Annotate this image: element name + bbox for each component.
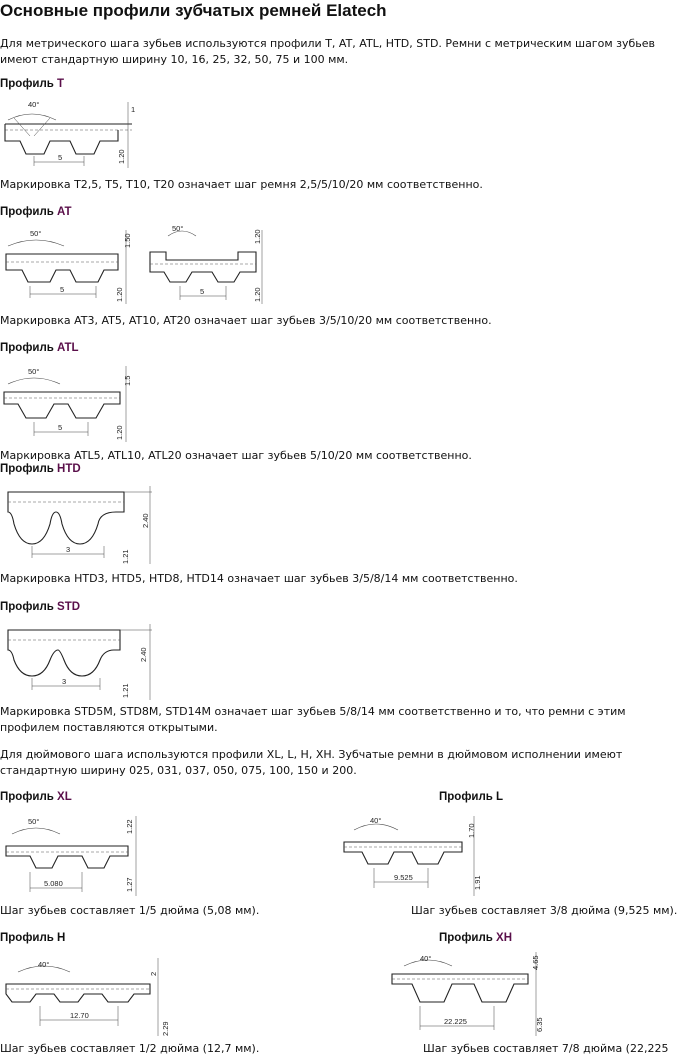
at-b-angle-label: 50°: [172, 224, 183, 233]
profile-at-title: Профиль AT: [0, 206, 72, 218]
at-a-angle-label: 50°: [30, 229, 41, 238]
t-h1-label: 1: [131, 105, 135, 114]
profile-at-caption: Маркировка AT3, AT5, AT10, AT20 означает…: [0, 314, 492, 327]
profile-htd-title: Профиль HTD: [0, 463, 81, 475]
atl-h2-label: 1.20: [115, 425, 124, 440]
xh-angle-label: 40°: [420, 954, 431, 963]
h-h2-label: 2.29: [161, 1021, 170, 1036]
xh-h2-label: 6.35: [535, 1017, 544, 1032]
profile-h-diagram: 40° 12.70 2 2.29: [5, 958, 170, 1036]
at-a-pitch-label: 5: [60, 285, 64, 294]
profile-std-title: Профиль STD: [0, 601, 81, 613]
htd-pitch-label: 3: [66, 545, 70, 554]
intro-metric-text: Для метрического шага зубьев используютс…: [0, 37, 655, 66]
xl-h1-label: 1.22: [125, 819, 134, 834]
at-b-h2-label: 1.20: [253, 287, 262, 302]
h-pitch-label: 12.70: [70, 1011, 89, 1020]
xl-pitch-label: 5.080: [44, 879, 63, 888]
profile-xl-caption: Шаг зубьев составляет 1/5 дюйма (5,08 мм…: [0, 904, 260, 917]
l-h1-label: 1.70: [467, 823, 476, 838]
t-pitch-label: 5: [58, 153, 62, 162]
profile-std-diagram: 3 2.40 1.21: [7, 624, 152, 700]
profile-xh-caption: Шаг зубьев составляет 7/8 дюйма (22,225: [423, 1042, 669, 1055]
profile-atl-title: Профиль ATL: [0, 342, 79, 354]
l-angle-label: 40°: [370, 816, 381, 825]
intro-inch-text: Для дюймового шага используются профили …: [0, 748, 623, 777]
profile-t-diagram: 40° 5 1 1.20: [4, 100, 135, 168]
xl-angle-label: 50°: [28, 817, 39, 826]
atl-angle-label: 50°: [28, 367, 39, 376]
at-b-pitch-label: 5: [200, 287, 204, 296]
std-h2-label: 1.21: [121, 683, 130, 698]
std-h1-label: 2.40: [139, 647, 148, 662]
profile-at-diagram-a: 50° 5 1.50 1.20: [5, 229, 132, 304]
l-h2-label: 1.91: [473, 875, 482, 890]
xl-h2-label: 1.27: [125, 877, 134, 892]
l-pitch-label: 9.525: [394, 873, 413, 882]
profile-xl-title: Профиль XL: [0, 791, 72, 803]
profile-l-diagram: 40° 9.525 1.70 1.91: [343, 816, 482, 896]
profile-l-caption: Шаг зубьев составляет 3/8 дюйма (9,525 м…: [411, 904, 678, 917]
h-h1-label: 2: [149, 972, 158, 976]
xh-pitch-label: 22.225: [444, 1017, 467, 1026]
atl-pitch-label: 5: [58, 423, 62, 432]
htd-h1-label: 2.40: [141, 513, 150, 528]
profile-at-diagram-b: 50° 5 1.20 1.20: [149, 224, 263, 304]
profile-h-title: Профиль H: [0, 932, 66, 944]
at-a-h1-label: 1.50: [123, 233, 132, 248]
htd-h2-label: 1.21: [121, 549, 130, 564]
xh-h1-label: 4.65: [531, 955, 540, 970]
profile-t-caption: Маркировка T2,5, T5, T10, T20 означает ш…: [0, 178, 483, 191]
page-title: Основные профили зубчатых ремней Elatech: [0, 1, 387, 20]
atl-h1-label: 1.5: [123, 376, 132, 386]
profile-htd-caption: Маркировка HTD3, HTD5, HTD8, HTD14 означ…: [0, 572, 518, 585]
t-angle-label: 40°: [28, 100, 39, 109]
profile-xh-title: Профиль XH: [439, 932, 513, 944]
t-h2-label: 1.20: [117, 149, 126, 164]
profile-xl-diagram: 50° 5.080 1.22 1.27: [5, 816, 137, 896]
profile-h-caption: Шаг зубьев составляет 1/2 дюйма (12,7 мм…: [0, 1042, 260, 1055]
at-a-h2-label: 1.20: [115, 287, 124, 302]
profile-l-title: Профиль L: [439, 791, 504, 803]
profile-atl-diagram: 50° 5 1.5 1.20: [3, 366, 132, 442]
std-pitch-label: 3: [62, 677, 66, 686]
profile-htd-diagram: 3 2.40 1.21: [7, 486, 152, 564]
profile-atl-caption: Маркировка ATL5, ATL10, ATL20 означает ш…: [0, 449, 472, 462]
profile-std-caption: Маркировка STD5M, STD8M, STD14M означает…: [0, 705, 626, 734]
profile-t-title: Профиль T: [0, 78, 65, 90]
profile-xh-diagram: 40° 22.225 4.65 6.35: [391, 952, 544, 1036]
h-angle-label: 40°: [38, 960, 49, 969]
at-b-h1-label: 1.20: [253, 229, 262, 244]
